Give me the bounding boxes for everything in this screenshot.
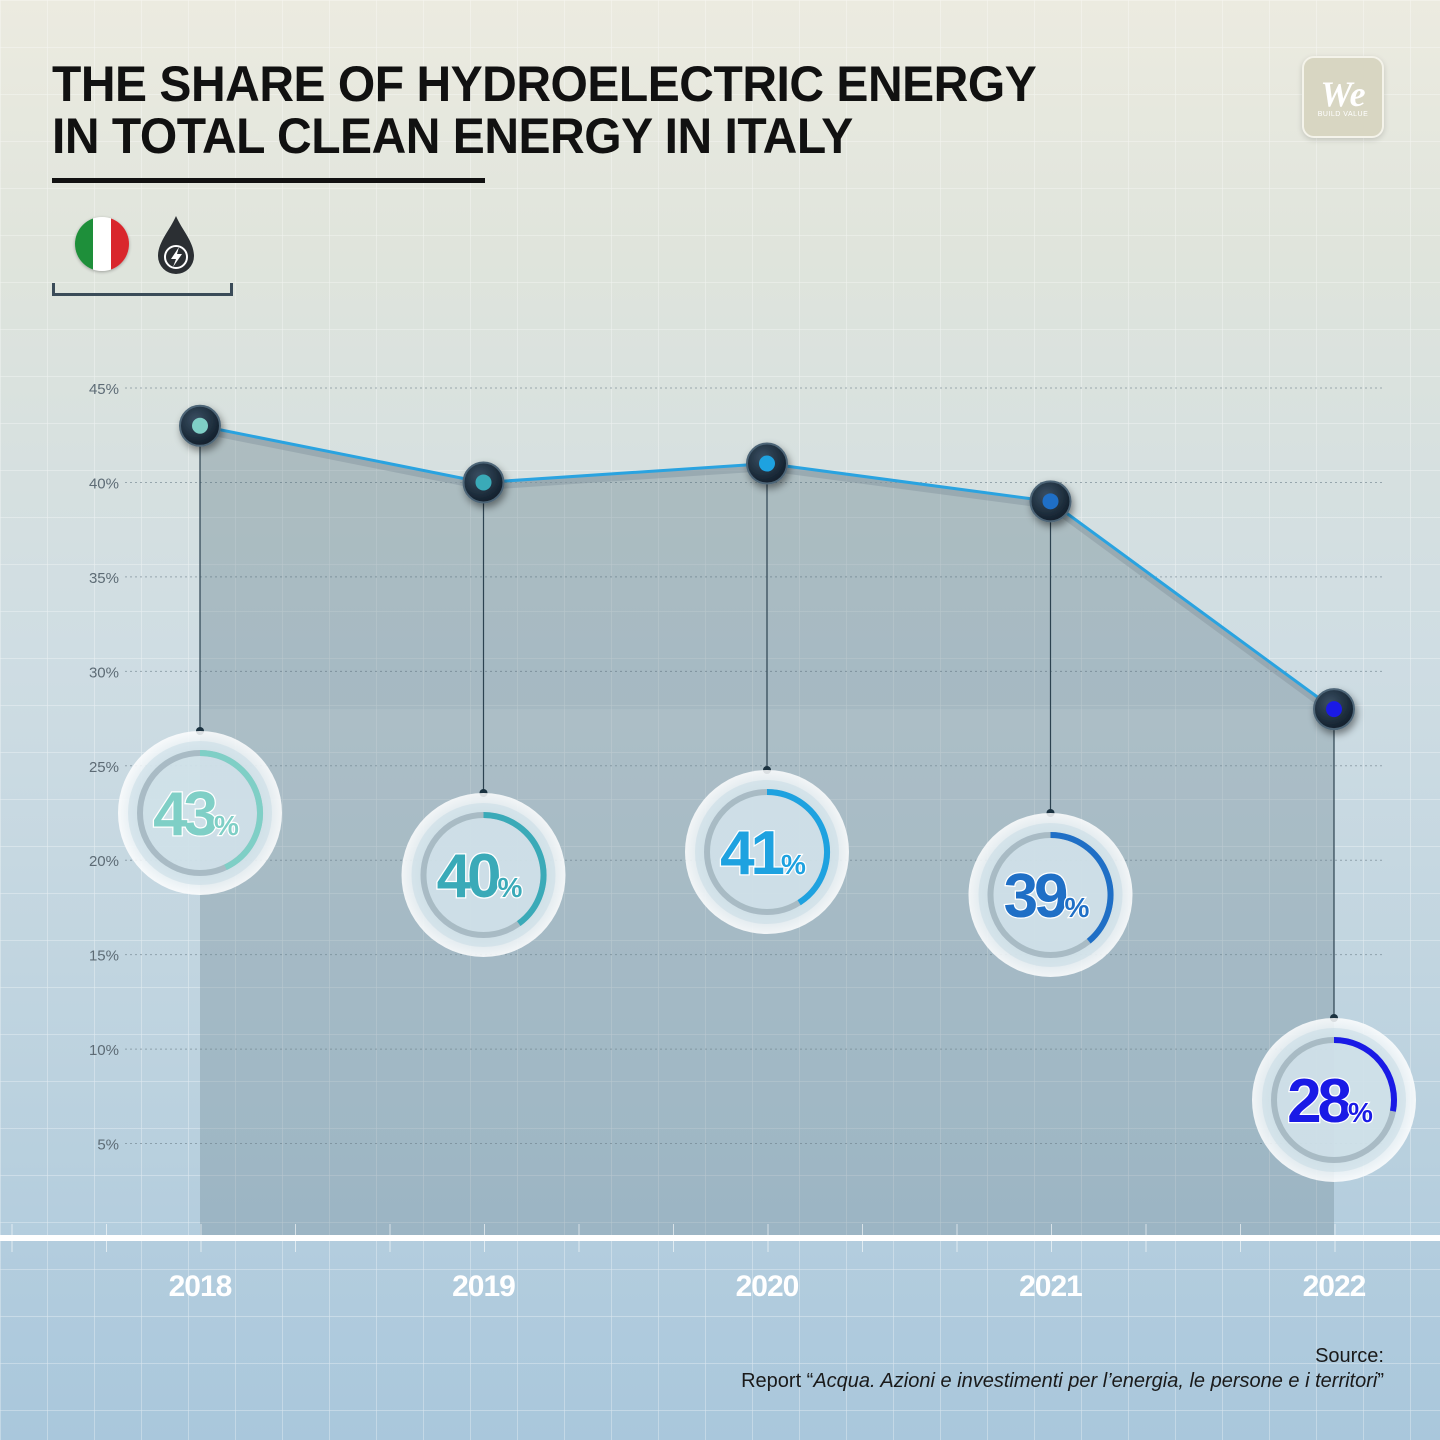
source-prefix: Report “ bbox=[741, 1370, 814, 1392]
badge-inner-disc bbox=[695, 780, 839, 924]
badge-value-unit: % bbox=[214, 810, 239, 841]
source-citation: Report “Acqua. Azioni e investimenti per… bbox=[741, 1369, 1384, 1394]
badge-progress-arc bbox=[766, 789, 830, 906]
badge-value-unit: % bbox=[1065, 892, 1090, 923]
badge-value: 40% bbox=[437, 842, 523, 911]
value-badge: 28% bbox=[1252, 1018, 1416, 1182]
x-tick-label: 2018 bbox=[169, 1270, 232, 1303]
badge-inner-disc bbox=[411, 803, 556, 947]
page-title-line-2: IN TOTAL CLEAN ENERGY IN ITALY bbox=[52, 108, 853, 164]
badge-value-number: 43 bbox=[153, 780, 216, 849]
badge-progress-arc bbox=[1050, 832, 1114, 944]
title-underline bbox=[52, 178, 485, 183]
badge-value: 28% bbox=[1287, 1067, 1373, 1136]
source-label: Source: bbox=[1315, 1345, 1384, 1367]
badge-value-unit: % bbox=[1348, 1097, 1373, 1128]
value-badge: 43% bbox=[118, 731, 282, 895]
we-build-value-logo: We BUILD VALUE bbox=[1302, 56, 1384, 138]
badge-inner-disc bbox=[978, 823, 1123, 967]
badge-value: 43% bbox=[153, 780, 239, 849]
y-tick-label: 40% bbox=[89, 475, 119, 492]
y-tick-label: 45% bbox=[89, 381, 119, 398]
data-point-core bbox=[192, 417, 208, 434]
y-tick-label: 30% bbox=[89, 664, 119, 681]
badge-value-number: 41 bbox=[720, 819, 783, 888]
data-point-core bbox=[1042, 493, 1059, 510]
badge-value-unit: % bbox=[498, 872, 523, 903]
badge-progress-arc bbox=[199, 750, 263, 871]
badge-inner-disc bbox=[1262, 1028, 1406, 1172]
logo-subtext: BUILD VALUE bbox=[1317, 110, 1369, 118]
x-tick-label: 2019 bbox=[452, 1270, 515, 1303]
source-title: Acqua. Azioni e investimenti per l’energ… bbox=[813, 1370, 1378, 1392]
source-note: Source: Report “Acqua. Azioni e investim… bbox=[741, 1344, 1384, 1394]
y-tick-label: 20% bbox=[89, 853, 119, 870]
y-tick-label: 25% bbox=[89, 759, 119, 776]
x-tick-label: 2021 bbox=[1019, 1270, 1082, 1303]
value-badge: 40% bbox=[401, 793, 566, 957]
badge-value-number: 39 bbox=[1004, 862, 1067, 931]
data-point-core bbox=[759, 455, 775, 472]
y-tick-label: 10% bbox=[89, 1042, 119, 1059]
icon-bracket bbox=[52, 283, 233, 296]
badge-value: 41% bbox=[720, 819, 806, 888]
badge-value: 39% bbox=[1004, 862, 1090, 931]
badge-progress-arc bbox=[483, 812, 547, 926]
value-badge: 41% bbox=[685, 770, 849, 934]
source-suffix: ” bbox=[1377, 1370, 1384, 1392]
title-block: THE SHARE OF HYDROELECTRIC ENERGY IN TOT… bbox=[52, 58, 1077, 162]
data-point-core bbox=[475, 474, 492, 491]
italy-flag-icon bbox=[75, 217, 129, 271]
page-title-line-1: THE SHARE OF HYDROELECTRIC ENERGY bbox=[52, 56, 1037, 112]
data-point-core bbox=[1326, 701, 1342, 718]
logo-text: We bbox=[1320, 73, 1366, 114]
badge-value-number: 40 bbox=[437, 842, 499, 911]
value-badge: 39% bbox=[968, 813, 1133, 977]
x-tick-label: 2020 bbox=[736, 1270, 799, 1303]
badge-progress-arc bbox=[1333, 1037, 1397, 1112]
badge-value-unit: % bbox=[781, 849, 806, 880]
water-drop-lightning-icon bbox=[158, 216, 194, 274]
y-tick-label: 15% bbox=[89, 948, 119, 965]
x-tick-label: 2022 bbox=[1303, 1270, 1366, 1303]
x-axis-line bbox=[0, 1235, 1440, 1241]
y-tick-label: 5% bbox=[97, 1137, 119, 1154]
badge-value-number: 28 bbox=[1287, 1067, 1350, 1136]
y-tick-label: 35% bbox=[89, 570, 119, 587]
badge-inner-disc bbox=[128, 741, 272, 885]
